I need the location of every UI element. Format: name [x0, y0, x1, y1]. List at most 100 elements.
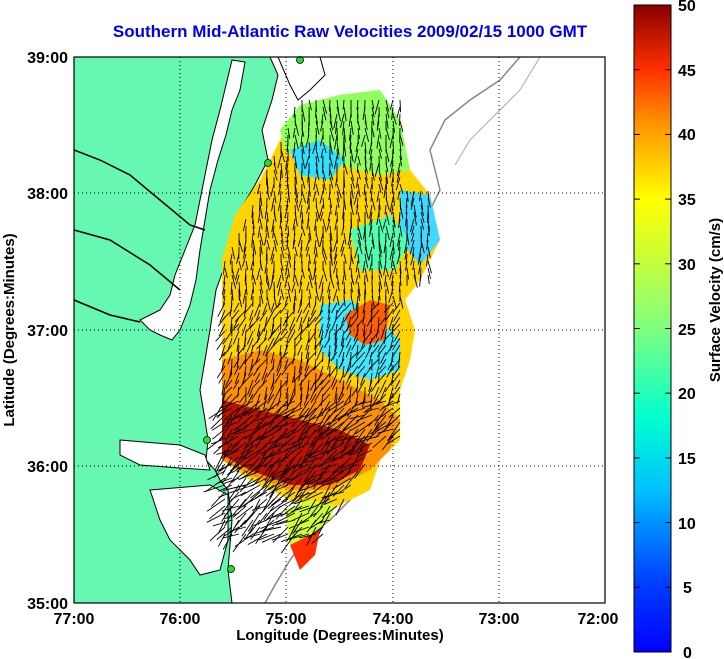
velocity-vector	[252, 281, 254, 294]
velocity-vector	[272, 225, 275, 239]
velocity-vector	[347, 232, 352, 246]
velocity-vector	[326, 316, 331, 328]
x-tick-label: 74:00	[373, 611, 414, 628]
velocity-vector	[244, 400, 261, 415]
velocity-vector	[329, 225, 333, 241]
radar-site-marker[interactable]	[203, 436, 211, 444]
velocity-vector	[227, 428, 247, 436]
velocity-vector	[353, 330, 359, 342]
velocity-vector	[357, 288, 361, 302]
velocity-vector	[389, 267, 394, 280]
velocity-vector	[378, 127, 382, 139]
velocity-vector	[340, 330, 345, 347]
velocity-vector	[318, 512, 331, 535]
radar-site-marker[interactable]	[227, 565, 235, 573]
velocity-vector	[335, 498, 345, 516]
velocity-vector	[368, 414, 380, 427]
velocity-vector	[301, 267, 305, 279]
velocity-vector	[259, 239, 263, 255]
velocity-vector	[314, 386, 324, 401]
velocity-vector	[233, 400, 247, 417]
velocity-vector	[378, 288, 381, 301]
pamlico-sound	[149, 484, 229, 576]
velocity-vector	[257, 211, 261, 224]
velocity-vector	[344, 470, 359, 489]
velocity-vector	[283, 442, 296, 460]
velocity-vector	[294, 211, 298, 227]
velocity-vector	[355, 295, 359, 311]
velocity-vector	[250, 358, 254, 371]
velocity-vector	[391, 323, 394, 338]
velocity-vector	[294, 288, 297, 302]
velocity-vector	[357, 239, 363, 255]
colorbar-tick-label: 5	[683, 580, 692, 597]
velocity-vector	[266, 281, 271, 291]
velocity-vector	[242, 218, 247, 232]
velocity-vector	[324, 323, 331, 338]
velocity-vector	[336, 302, 345, 314]
velocity-vector	[213, 442, 226, 455]
velocity-vector	[252, 239, 257, 255]
velocity-vector	[348, 449, 366, 456]
velocity-vector	[250, 288, 254, 301]
velocity-vector	[287, 127, 291, 139]
velocity-vector	[222, 386, 226, 401]
velocity-vector	[305, 386, 310, 400]
velocity-vector	[392, 302, 401, 314]
velocity-vector	[395, 176, 401, 191]
velocity-vector	[288, 435, 310, 446]
velocity-vector	[318, 274, 324, 289]
velocity-vector	[331, 316, 338, 331]
velocity-vector	[305, 134, 310, 148]
velocity-vector	[266, 449, 289, 459]
velocity-vector	[215, 456, 226, 473]
velocity-vector	[241, 323, 247, 337]
velocity-vector	[245, 260, 249, 271]
velocity-vector	[211, 421, 226, 431]
velocity-vector	[253, 365, 261, 377]
velocity-vector	[273, 386, 282, 401]
velocity-vector	[374, 99, 380, 115]
velocity-vector	[371, 309, 373, 323]
velocity-vector	[348, 127, 352, 141]
velocity-vector	[260, 526, 282, 533]
velocity-vector	[231, 288, 234, 301]
velocity-vector	[418, 260, 422, 275]
radar-site-marker[interactable]	[264, 159, 272, 167]
velocity-vector	[380, 351, 387, 364]
velocity-vector	[265, 400, 275, 417]
velocity-vector	[252, 337, 261, 348]
velocity-vector	[275, 505, 289, 520]
velocity-vector	[222, 344, 233, 357]
velocity-vector	[364, 176, 369, 189]
velocity-vector	[374, 407, 394, 422]
velocity-vector	[322, 106, 327, 121]
velocity-vector	[320, 148, 324, 159]
velocity-vector	[349, 141, 352, 154]
velocity-vector	[399, 274, 402, 286]
velocity-vector	[280, 260, 284, 271]
velocity-vector	[216, 365, 226, 379]
velocity-vector	[372, 393, 380, 406]
velocity-vector	[343, 162, 348, 175]
velocity-vector	[224, 512, 233, 527]
velocity-vector	[382, 400, 401, 409]
velocity-vector	[307, 456, 317, 471]
velocity-vector	[410, 190, 415, 206]
velocity-vector	[328, 99, 331, 112]
map-title: Southern Mid-Atlantic Raw Velocities 200…	[112, 22, 588, 41]
velocity-vector	[321, 379, 331, 391]
velocity-vector	[360, 372, 366, 386]
velocity-vector	[371, 162, 373, 177]
velocity-vector	[363, 225, 366, 240]
velocity-vector	[299, 393, 303, 408]
velocity-vector	[336, 274, 340, 285]
velocity-vector	[315, 155, 318, 168]
velocity-vector	[350, 183, 354, 199]
velocity-vector	[385, 99, 390, 112]
velocity-vector	[391, 344, 401, 358]
velocity-vector	[244, 351, 247, 365]
velocity-vector	[266, 190, 271, 200]
velocity-vector	[272, 435, 282, 448]
velocity-vector	[277, 197, 282, 212]
